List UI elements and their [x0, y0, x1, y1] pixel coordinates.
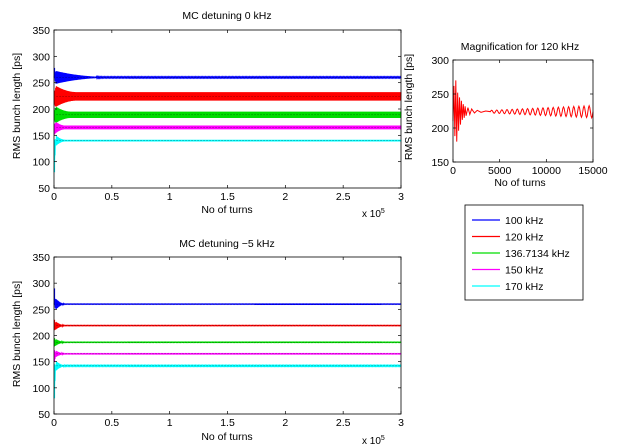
x-axis-label: No of turns: [201, 204, 252, 216]
chart-magnification-120khz: Magnification for 120 kHz RMS bunch leng…: [403, 41, 608, 189]
y-tick-label: 200: [431, 123, 449, 135]
x-tick-label: 2: [282, 191, 288, 203]
legend: 100 kHz 120 kHz 136.7134 kHz 150 kHz 170 kHz: [464, 204, 584, 301]
x-tick-label: 2.5: [336, 191, 351, 203]
series-150-khz: [53, 350, 402, 362]
legend-item: 170 kHz: [472, 281, 544, 293]
x-tick-label: 2.5: [336, 417, 351, 429]
x-tick-label: 3: [398, 417, 404, 429]
series-line-120khz: [452, 80, 594, 142]
x-tick-label: 0.5: [105, 191, 120, 203]
x-tick-label: 0: [450, 165, 456, 177]
y-axis-label: RMS bunch length [ps]: [11, 281, 23, 387]
series-line: [53, 122, 402, 135]
y-tick-label: 250: [32, 78, 50, 90]
series-170-khz: [53, 361, 402, 399]
chart-mc-detuning-0khz: MC detuning 0 kHz RMS bunch length [ps] …: [11, 10, 404, 220]
series-line: [53, 321, 402, 331]
x-tick-label: 15000: [578, 165, 607, 177]
y-tick-label: 150: [32, 357, 50, 369]
y-tick-label: 200: [32, 104, 50, 116]
plot-background: [54, 257, 401, 414]
y-tick-label: 250: [431, 89, 449, 101]
x-exponent-label: x 105: [362, 435, 385, 446]
legend-label: 136.7134 kHz: [505, 248, 570, 260]
x-exponent-base: x 10: [362, 436, 381, 446]
x-tick-label: 0.5: [105, 417, 120, 429]
y-tick-label: 300: [32, 278, 50, 290]
series-150-khz: [53, 122, 402, 135]
y-tick-label: 300: [32, 51, 50, 63]
x-exponent-power: 5: [381, 435, 385, 442]
legend-label: 170 kHz: [505, 281, 544, 293]
series-line: [53, 350, 402, 362]
x-tick-label: 1: [167, 191, 173, 203]
y-tick-label: 150: [431, 157, 449, 169]
series-120-khz: [53, 319, 402, 331]
x-tick-label: 2: [282, 417, 288, 429]
y-tick-label: 350: [32, 25, 50, 37]
x-axis-label: No of turns: [201, 431, 252, 443]
y-tick-label: 250: [32, 304, 50, 316]
chart-mc-detuning-minus5khz: MC detuning −5 kHz RMS bunch length [ps]…: [11, 238, 404, 446]
series-line: [53, 71, 402, 84]
y-tick-label: 200: [32, 331, 50, 343]
x-tick-label: 3: [398, 191, 404, 203]
series-line: [53, 135, 402, 173]
legend-item: 120 kHz: [472, 232, 544, 244]
x-tick-label: 1.5: [220, 417, 235, 429]
series-136-7134-khz: [53, 338, 402, 347]
series-120-khz: [53, 86, 402, 107]
plot-area: 0 5000 10000 15000 150 200 250 300: [431, 55, 607, 177]
y-tick-label: 100: [32, 157, 50, 169]
y-axis-label: RMS bunch length [ps]: [11, 53, 23, 159]
series-line: [53, 298, 402, 310]
series-100-khz: [53, 288, 402, 310]
x-exponent-label: x 105: [362, 208, 385, 220]
x-exponent-power: 5: [381, 208, 385, 215]
y-tick-label: 300: [431, 55, 449, 67]
x-exponent-base: x 10: [362, 209, 381, 220]
y-tick-label: 100: [32, 383, 50, 395]
series-line: [53, 339, 402, 347]
x-axis-label: No of turns: [494, 177, 545, 189]
series-100-khz: [53, 67, 402, 84]
legend-item: 150 kHz: [472, 265, 544, 277]
x-tick-label: 0: [51, 191, 57, 203]
x-tick-label: 10000: [532, 165, 561, 177]
y-tick-label: 50: [38, 183, 50, 195]
chart-title: MC detuning 0 kHz: [182, 10, 271, 22]
chart-title: Magnification for 120 kHz: [461, 41, 579, 53]
x-tick-label: 5000: [488, 165, 512, 177]
y-axis-label: RMS bunch length [ps]: [403, 54, 415, 160]
y-tick-label: 50: [38, 409, 50, 421]
series-170-khz: [53, 135, 402, 173]
plot-background: [54, 30, 401, 188]
legend-label: 100 kHz: [505, 215, 544, 227]
x-tick-label: 0: [51, 417, 57, 429]
series-line: [53, 106, 402, 123]
x-tick-label: 1: [167, 417, 173, 429]
legend-items: 100 kHz 120 kHz 136.7134 kHz 150 kHz 170 kHz: [472, 215, 570, 293]
x-tick-label: 1.5: [220, 191, 235, 203]
series-line: [53, 86, 402, 107]
y-tick-label: 150: [32, 130, 50, 142]
series-line: [53, 361, 402, 399]
series-136-7134-khz: [53, 106, 402, 123]
legend-item: 100 kHz: [472, 215, 544, 227]
axes-frame: [452, 59, 594, 163]
legend-item: 136.7134 kHz: [472, 248, 570, 260]
chart-title: MC detuning −5 kHz: [179, 238, 274, 250]
legend-label: 150 kHz: [505, 265, 544, 277]
legend-label: 120 kHz: [505, 232, 544, 244]
y-tick-label: 350: [32, 252, 50, 264]
